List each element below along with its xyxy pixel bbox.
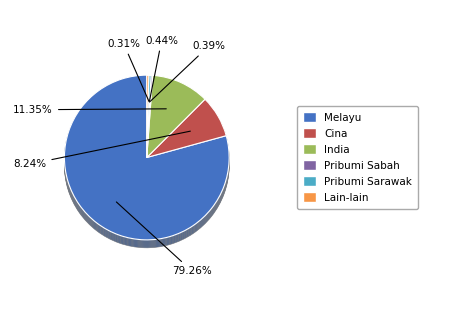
Wedge shape bbox=[147, 82, 205, 164]
Wedge shape bbox=[147, 83, 205, 165]
Wedge shape bbox=[147, 83, 149, 165]
Wedge shape bbox=[147, 77, 205, 159]
Text: 0.39%: 0.39% bbox=[149, 41, 225, 102]
Wedge shape bbox=[64, 79, 229, 244]
Wedge shape bbox=[64, 81, 229, 246]
Wedge shape bbox=[147, 76, 205, 158]
Wedge shape bbox=[147, 76, 153, 158]
Wedge shape bbox=[147, 102, 226, 160]
Wedge shape bbox=[147, 75, 151, 158]
Wedge shape bbox=[64, 82, 229, 247]
Text: 11.35%: 11.35% bbox=[13, 105, 166, 115]
Wedge shape bbox=[147, 78, 149, 160]
Wedge shape bbox=[147, 78, 151, 160]
Wedge shape bbox=[147, 79, 149, 162]
Wedge shape bbox=[147, 83, 153, 165]
Wedge shape bbox=[147, 80, 153, 163]
Wedge shape bbox=[147, 100, 226, 158]
Wedge shape bbox=[147, 107, 226, 165]
Wedge shape bbox=[64, 78, 229, 243]
Wedge shape bbox=[147, 101, 226, 159]
Wedge shape bbox=[147, 81, 153, 163]
Wedge shape bbox=[147, 76, 151, 158]
Wedge shape bbox=[147, 77, 153, 159]
Wedge shape bbox=[147, 80, 151, 163]
Wedge shape bbox=[64, 83, 229, 248]
Wedge shape bbox=[147, 80, 149, 163]
Wedge shape bbox=[147, 82, 149, 164]
Wedge shape bbox=[147, 79, 151, 162]
Wedge shape bbox=[147, 103, 226, 162]
Wedge shape bbox=[64, 77, 229, 242]
Wedge shape bbox=[147, 77, 151, 159]
Text: 0.31%: 0.31% bbox=[107, 39, 149, 101]
Text: 79.26%: 79.26% bbox=[117, 202, 212, 276]
Wedge shape bbox=[147, 75, 205, 158]
Wedge shape bbox=[147, 75, 149, 158]
Wedge shape bbox=[147, 99, 226, 158]
Legend: Melayu, Cina, India, Pribumi Sabah, Pribumi Sarawak, Lain-lain: Melayu, Cina, India, Pribumi Sabah, Prib… bbox=[297, 106, 418, 209]
Wedge shape bbox=[64, 80, 229, 245]
Wedge shape bbox=[147, 79, 205, 162]
Text: 0.44%: 0.44% bbox=[145, 36, 178, 101]
Wedge shape bbox=[147, 77, 149, 159]
Wedge shape bbox=[147, 82, 153, 164]
Wedge shape bbox=[147, 76, 149, 158]
Wedge shape bbox=[147, 83, 151, 165]
Wedge shape bbox=[147, 106, 226, 164]
Wedge shape bbox=[147, 104, 226, 163]
Wedge shape bbox=[147, 78, 205, 160]
Wedge shape bbox=[147, 75, 153, 158]
Wedge shape bbox=[64, 75, 229, 240]
Wedge shape bbox=[147, 78, 153, 160]
Wedge shape bbox=[147, 79, 153, 162]
Wedge shape bbox=[147, 81, 205, 163]
Wedge shape bbox=[147, 82, 151, 164]
Wedge shape bbox=[147, 80, 205, 163]
Wedge shape bbox=[147, 105, 226, 163]
Wedge shape bbox=[147, 81, 151, 163]
Wedge shape bbox=[147, 81, 149, 163]
Wedge shape bbox=[64, 76, 229, 241]
Text: 8.24%: 8.24% bbox=[13, 131, 191, 169]
